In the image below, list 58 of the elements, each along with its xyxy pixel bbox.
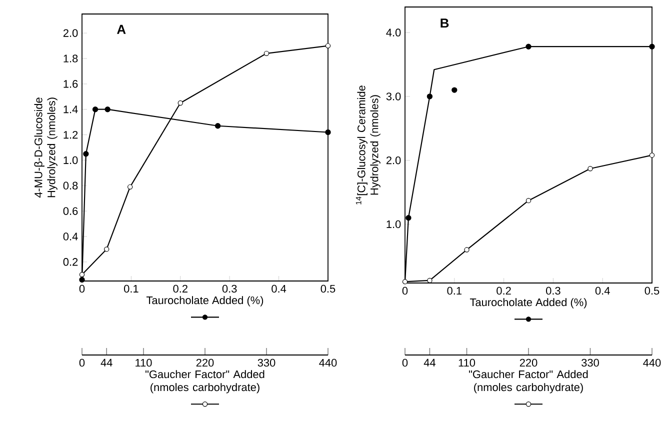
x-tick-label: 0.5 bbox=[320, 284, 336, 293]
y-axis-title: $^{14}$[C]-Glucosyl Ceramide Hydrolyzed (nmoles) bbox=[356, 86, 380, 204]
x-tick-label: 0.2 bbox=[173, 284, 188, 293]
x-tick-label: 0.1 bbox=[447, 286, 462, 295]
y-tick-label: 4.0 bbox=[386, 28, 401, 36]
point bbox=[649, 44, 655, 50]
y-axis-title: 4-MU-β-D-Glucoside Hydrolyzed (nmoles) bbox=[34, 98, 58, 198]
point bbox=[83, 151, 89, 157]
x-tick-label: 0.2 bbox=[496, 286, 511, 295]
x-tick-label: 0.3 bbox=[546, 286, 560, 295]
y-tick-label: 1.2 bbox=[64, 130, 78, 139]
point bbox=[402, 279, 408, 284]
x2-tick-label: 330 bbox=[258, 358, 276, 367]
x2-tick-label: 440 bbox=[643, 358, 661, 367]
x-tick-label: 0.4 bbox=[272, 284, 286, 293]
x-axis-title: Taurocholate Added (%) bbox=[146, 296, 264, 306]
y-tick-label: 1.0 bbox=[64, 156, 78, 164]
y-tick-label: 0.4 bbox=[63, 232, 78, 240]
y-tick-label: 1.0 bbox=[386, 220, 401, 228]
y-tick-label: 2.0 bbox=[386, 156, 401, 164]
x2-tick-label: 0 bbox=[79, 358, 85, 367]
x-axis-title: Taurocholate Added (%) bbox=[470, 298, 587, 308]
x2-tick-label: 110 bbox=[136, 358, 152, 367]
text: A bbox=[117, 24, 126, 34]
point bbox=[452, 87, 458, 93]
x2-tick-label: 330 bbox=[582, 358, 599, 367]
point bbox=[426, 94, 433, 100]
text: B bbox=[440, 18, 449, 28]
x2-tick-label: 0 bbox=[402, 358, 408, 367]
y-tick-label: 0.6 bbox=[63, 207, 78, 215]
x2-tick-label: 44 bbox=[100, 358, 112, 366]
point bbox=[214, 123, 221, 129]
x2-tick-label: 220 bbox=[196, 358, 214, 367]
x2-tick-label: 440 bbox=[319, 358, 337, 367]
y-tick-label: 1.6 bbox=[64, 80, 78, 88]
y-tick-label: 0.2 bbox=[63, 258, 78, 266]
x2-axis-title: "Gaucher Factor" Added (nmoles carbohydrate) bbox=[469, 370, 588, 394]
point bbox=[79, 276, 85, 283]
x2-axis-title: "Gaucher Factor" Added (nmoles carbohydrate) bbox=[146, 370, 264, 394]
x2-tick-label: 220 bbox=[520, 358, 538, 367]
y-tick-label: 1.4 bbox=[64, 106, 78, 114]
y-tick-label: 2.0 bbox=[63, 29, 78, 37]
x-tick-label: 0.3 bbox=[222, 284, 237, 293]
y-tick-label: 3.0 bbox=[386, 92, 401, 100]
x-tick-label: 0 bbox=[79, 284, 85, 293]
y-tick-label: 1.8 bbox=[64, 54, 78, 62]
x2-tick-label: 110 bbox=[458, 358, 476, 367]
point bbox=[104, 106, 110, 112]
x-tick-label: 0.5 bbox=[644, 286, 660, 295]
x-tick-label: 0.1 bbox=[124, 284, 138, 293]
x-tick-label: 0.4 bbox=[595, 286, 610, 295]
x2-tick-label: 44 bbox=[424, 358, 436, 366]
y-tick-label: 0.8 bbox=[63, 182, 78, 190]
point bbox=[406, 214, 412, 221]
x-tick-label: 0 bbox=[402, 286, 408, 295]
point bbox=[92, 106, 98, 112]
point bbox=[325, 129, 331, 136]
point bbox=[526, 44, 532, 50]
